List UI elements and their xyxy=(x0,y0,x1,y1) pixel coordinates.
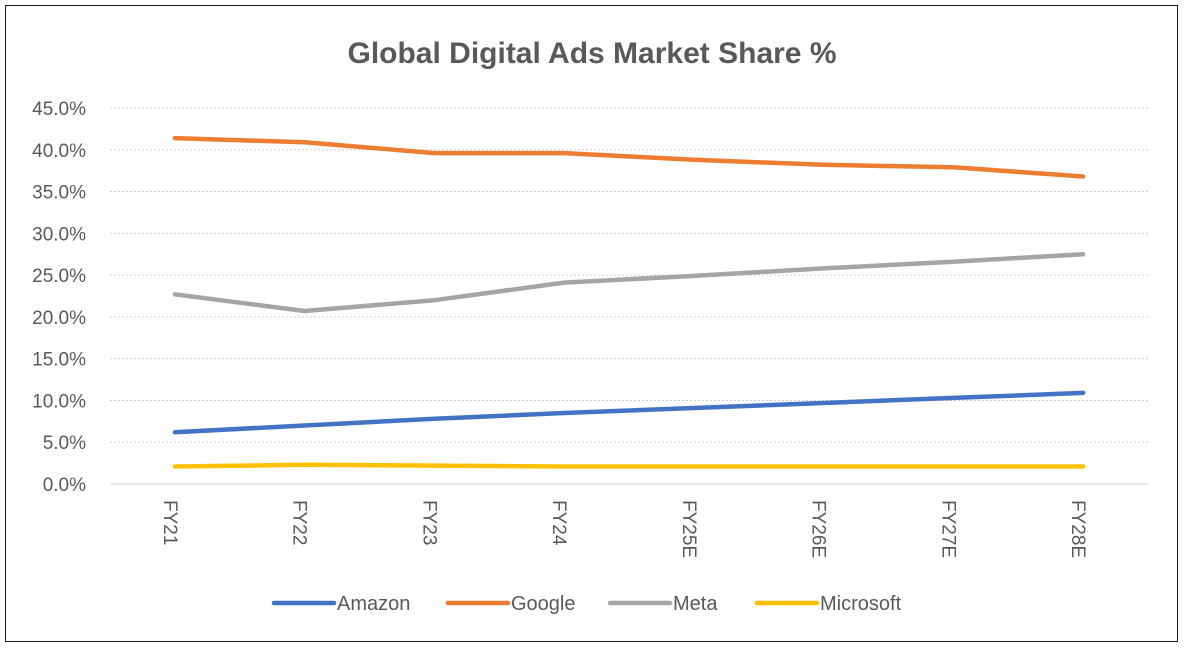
x-tick-label: FY25E xyxy=(678,500,699,558)
x-tick-label: FY22 xyxy=(289,500,310,545)
series-line-amazon xyxy=(172,390,1086,435)
legend-label-google: Google xyxy=(511,593,576,615)
x-tick-label: FY28E xyxy=(1067,500,1088,558)
legend-label-meta: Meta xyxy=(673,593,718,615)
y-tick-label: 45.0% xyxy=(32,99,86,120)
y-tick-label: 40.0% xyxy=(32,141,86,162)
y-tick-label: 0.0% xyxy=(43,475,86,496)
chart-frame xyxy=(5,5,1178,642)
x-tick-label: FY24 xyxy=(548,500,569,546)
legend: Amazon Google Meta Microsoft xyxy=(271,593,902,615)
gridlines xyxy=(110,107,1148,443)
y-tick-label: 15.0% xyxy=(32,350,86,371)
series-line-google xyxy=(172,135,1086,179)
series-line-meta xyxy=(172,251,1086,314)
x-tick-label: FY27E xyxy=(937,500,958,558)
y-tick-label: 20.0% xyxy=(32,308,86,329)
y-tick-label: 35.0% xyxy=(32,183,86,204)
legend-label-microsoft: Microsoft xyxy=(820,593,902,615)
x-axis-ticks: FY21 FY22 FY23 FY24 FY25E FY26E FY27E FY28E xyxy=(159,500,1088,558)
y-tick-label: 5.0% xyxy=(43,433,86,454)
x-tick-label: FY23 xyxy=(418,500,439,545)
chart-title: Global Digital Ads Market Share % xyxy=(347,37,836,70)
y-tick-label: 30.0% xyxy=(32,224,86,245)
series-line-microsoft xyxy=(172,462,1086,469)
y-tick-label: 25.0% xyxy=(32,266,86,287)
series-lines xyxy=(172,135,1086,469)
x-tick-label: FY21 xyxy=(159,500,180,545)
y-axis-ticks: 0.0% 5.0% 10.0% 15.0% 20.0% 25.0% 30.0% 35.0% 40… xyxy=(32,99,86,496)
y-tick-label: 10.0% xyxy=(32,391,86,412)
legend-label-amazon: Amazon xyxy=(337,593,410,615)
x-tick-label: FY26E xyxy=(808,500,829,558)
